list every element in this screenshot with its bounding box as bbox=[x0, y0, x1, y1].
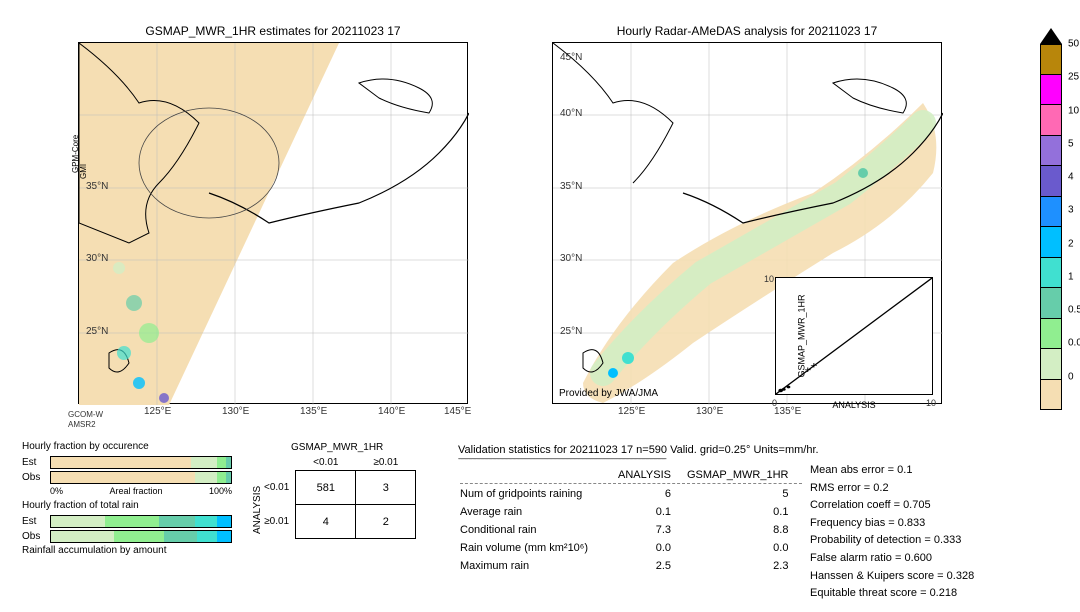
ml-xtick-3: 140°E bbox=[378, 406, 405, 417]
bar-row: Obs bbox=[22, 530, 232, 543]
stats-table: ANALYSISGSMAP_MWR_1HR Num of gridpoints … bbox=[458, 467, 804, 576]
bar-row: Obs bbox=[22, 471, 232, 484]
ct-title: GSMAP_MWR_1HR bbox=[258, 442, 416, 453]
ct-grid: <0.01≥0.01 <0.015813 ≥0.0142 bbox=[258, 455, 416, 539]
scatter-ylabel: GSMAP_MWR_1HR bbox=[797, 294, 807, 377]
sc-t5: 10 bbox=[926, 398, 936, 408]
scatter-xlabel: ANALYSIS bbox=[832, 400, 875, 410]
sc-ty5: 10 bbox=[764, 274, 774, 284]
mr-ytick-0: 25°N bbox=[560, 326, 582, 337]
ml-xtick-1: 130°E bbox=[222, 406, 249, 417]
bar-row: Est bbox=[22, 515, 232, 528]
colorbar-arrow-icon bbox=[1040, 28, 1062, 44]
map-left-title: GSMAP_MWR_1HR estimates for 20211023 17 bbox=[78, 24, 468, 38]
map-right-title: Hourly Radar-AMeDAS analysis for 2021102… bbox=[552, 24, 942, 38]
side-label-amsr2: AMSR2 bbox=[68, 420, 96, 429]
map-right: Provided by JWA/JMA + + ANALYSIS GSMAP_M… bbox=[552, 42, 942, 404]
mr-ytick-3: 40°N bbox=[560, 108, 582, 119]
mr-xtick-1: 130°E bbox=[696, 406, 723, 417]
ml-ytick-1: 30°N bbox=[86, 253, 108, 264]
bar-tot-est bbox=[50, 515, 232, 528]
ml-xtick-4: 145°E bbox=[444, 406, 471, 417]
fraction-bars: Hourly fraction by occurence Est Obs 0% … bbox=[22, 440, 232, 560]
totalrain-title: Hourly fraction of total rain bbox=[22, 500, 232, 511]
mr-xtick-2: 135°E bbox=[774, 406, 801, 417]
mr-ytick-1: 30°N bbox=[560, 253, 582, 264]
mr-ytick-4: 45°N bbox=[560, 52, 582, 63]
scatter-inset: + + ANALYSIS GSMAP_MWR_1HR 0 10 10 bbox=[775, 277, 933, 395]
side-label-gmi: GMI bbox=[79, 164, 88, 179]
bar-row: Est bbox=[22, 456, 232, 469]
side-label-gcomw: GCOM-W bbox=[68, 410, 103, 419]
bar-tot-obs bbox=[50, 530, 232, 543]
colorbar: 502510543210.50.010 bbox=[1040, 28, 1062, 410]
contingency-table: GSMAP_MWR_1HR <0.01≥0.01 <0.015813 ≥0.01… bbox=[258, 442, 416, 539]
bar-occ-est bbox=[50, 456, 232, 469]
figure-root: GSMAP_MWR_1HR estimates for 20211023 17 bbox=[0, 0, 1080, 612]
map-left: GPM-Core GMI bbox=[78, 42, 468, 404]
mr-xtick-0: 125°E bbox=[618, 406, 645, 417]
bar-occ-obs bbox=[50, 471, 232, 484]
ml-xtick-2: 135°E bbox=[300, 406, 327, 417]
map-left-svg bbox=[79, 43, 469, 405]
ml-xtick-0: 125°E bbox=[144, 406, 171, 417]
ml-ytick-0: 25°N bbox=[86, 326, 108, 337]
svg-text:+: + bbox=[810, 361, 817, 371]
occurrence-title: Hourly fraction by occurence bbox=[22, 441, 232, 452]
mr-ytick-2: 35°N bbox=[560, 181, 582, 192]
ct-ylabel: ANALYSIS bbox=[252, 486, 263, 534]
provided-by: Provided by JWA/JMA bbox=[559, 388, 658, 399]
stats-right: Mean abs error = 0.1RMS error = 0.2Corre… bbox=[810, 462, 974, 603]
accum-title: Rainfall accumulation by amount bbox=[22, 545, 232, 556]
stats-title: Validation statistics for 20211023 17 n=… bbox=[458, 444, 1058, 456]
ml-ytick-2: 35°N bbox=[86, 181, 108, 192]
